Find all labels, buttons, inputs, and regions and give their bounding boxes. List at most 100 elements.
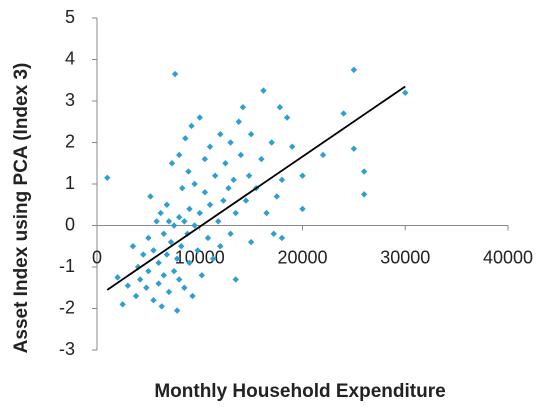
scatter-point: [299, 205, 306, 213]
scatter-point: [270, 230, 277, 237]
scatter-point: [258, 155, 265, 163]
scatter-point: [145, 234, 152, 242]
scatter-point: [150, 247, 157, 254]
scatter-point: [209, 255, 217, 262]
scatter-point: [278, 176, 286, 184]
x-axis-title: Monthly Household Expenditure: [154, 381, 445, 402]
scatter-point: [263, 209, 270, 217]
y-tick-label: -1: [59, 256, 75, 276]
scatter-point: [124, 282, 132, 289]
scatter-point: [143, 284, 150, 291]
scatter-point: [136, 276, 144, 283]
scatter-point: [235, 118, 242, 125]
scatter-point: [273, 193, 281, 200]
scatter-point: [150, 297, 157, 304]
y-tick-label: 1: [65, 173, 75, 193]
y-tick-label: -3: [59, 339, 75, 359]
y-tick-label: 4: [65, 48, 75, 68]
scatter-point: [173, 255, 181, 262]
scatter-point: [182, 135, 189, 142]
x-tick-label: 40000: [483, 247, 533, 267]
scatter-point: [158, 303, 165, 310]
scatter-point: [201, 155, 209, 163]
scatter-point: [227, 139, 234, 146]
scatter-point: [232, 276, 239, 283]
scatter-point: [170, 222, 178, 229]
scatter-point: [153, 218, 160, 225]
scatter-point: [171, 70, 179, 78]
y-axis-title: Asset Index using PCA (Index 3): [11, 63, 32, 354]
scatter-point: [181, 218, 188, 225]
scatter-point: [204, 234, 212, 242]
scatter-point: [360, 191, 368, 198]
scatter-point: [189, 292, 196, 300]
y-tick-label: 5: [65, 7, 75, 27]
scatter-point: [155, 259, 162, 267]
scatter-point: [170, 267, 178, 275]
scatter-point: [176, 151, 183, 159]
scatter-point: [247, 238, 255, 246]
y-tick-label: 3: [65, 90, 75, 110]
scatter-point: [186, 205, 193, 213]
scatter-point: [299, 172, 306, 179]
scatter-point: [163, 251, 171, 258]
scatter-point: [206, 143, 214, 150]
scatter-point: [119, 301, 126, 308]
scatter-point: [179, 184, 186, 192]
scatter-point: [237, 151, 245, 159]
scatter-point: [176, 214, 183, 221]
scatter-point: [129, 243, 137, 250]
scatter-point: [160, 272, 167, 279]
scatter-point: [201, 189, 209, 196]
scatter-point: [350, 66, 358, 74]
scatter-point: [222, 160, 229, 167]
scatter-point: [188, 122, 195, 130]
scatter-point: [165, 218, 173, 225]
scatter-point: [227, 230, 234, 237]
scatter-point: [167, 238, 175, 246]
scatter-point: [176, 276, 183, 283]
scatter-point: [276, 104, 284, 111]
scatter-point: [196, 114, 203, 121]
scatter-point: [220, 197, 227, 204]
scatter-point: [147, 193, 154, 200]
scatter-point: [260, 87, 267, 94]
x-tick-label: 20000: [277, 247, 327, 267]
scatter-point: [173, 307, 181, 314]
scatter-point: [191, 180, 198, 188]
scatter-point: [181, 284, 188, 291]
scatter-point: [157, 209, 164, 217]
scatter-point: [165, 288, 173, 296]
scatter-point: [132, 292, 140, 300]
scatter-point: [145, 267, 152, 275]
scatter-point: [215, 218, 222, 225]
scatter-point: [194, 247, 201, 254]
scatter-point: [186, 259, 193, 267]
scatter-point: [198, 272, 206, 279]
trendline: [106, 85, 406, 291]
y-tick-label: -2: [59, 297, 75, 317]
scatter-point: [289, 143, 296, 150]
scatter-point: [211, 172, 219, 179]
y-tick-label: 2: [65, 131, 75, 151]
scatter-point: [178, 243, 185, 250]
scatter-point: [104, 174, 111, 181]
scatter-point: [230, 176, 237, 184]
scatter-point: [191, 222, 198, 229]
scatter-point: [217, 131, 224, 138]
scatter-point: [402, 89, 409, 96]
scatter-point: [242, 197, 250, 204]
scatter-point: [155, 280, 162, 287]
scatter-point: [114, 274, 121, 281]
scatter-point: [196, 209, 203, 217]
scatter-point: [278, 234, 286, 242]
scatter-point: [360, 168, 368, 175]
scatter-point: [340, 110, 347, 117]
scatter-point: [160, 230, 167, 237]
scatter-point: [140, 251, 147, 258]
scatter-point: [185, 168, 192, 175]
scatter-point: [225, 184, 232, 192]
scatter-point: [232, 209, 239, 217]
scatter-point: [217, 243, 224, 250]
